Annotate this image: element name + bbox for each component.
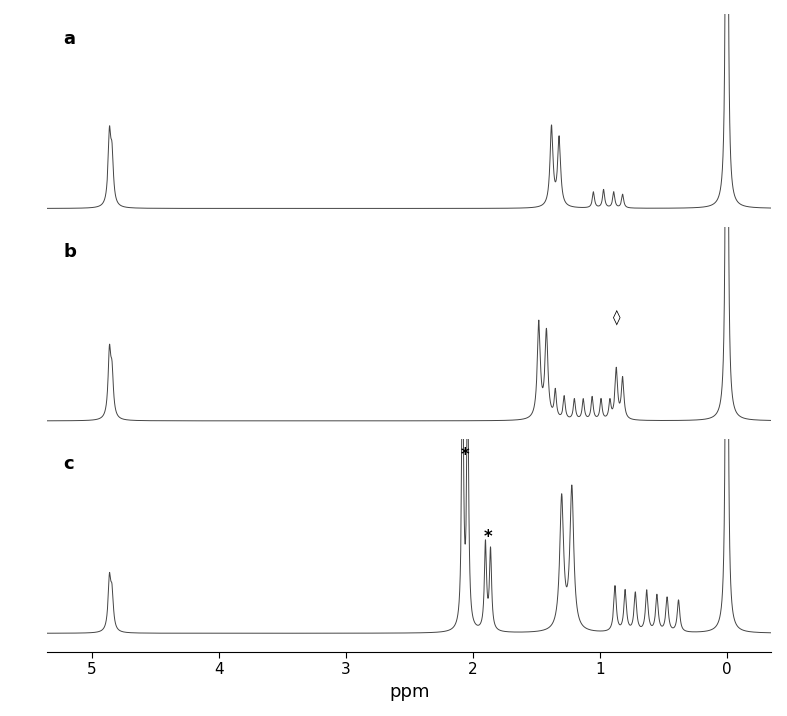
Text: *: * <box>484 528 493 546</box>
Text: a: a <box>64 30 76 48</box>
Text: ◊: ◊ <box>612 309 620 325</box>
X-axis label: ppm: ppm <box>389 682 430 700</box>
Text: b: b <box>64 243 76 261</box>
Text: *: * <box>461 446 469 464</box>
Text: c: c <box>64 455 74 473</box>
